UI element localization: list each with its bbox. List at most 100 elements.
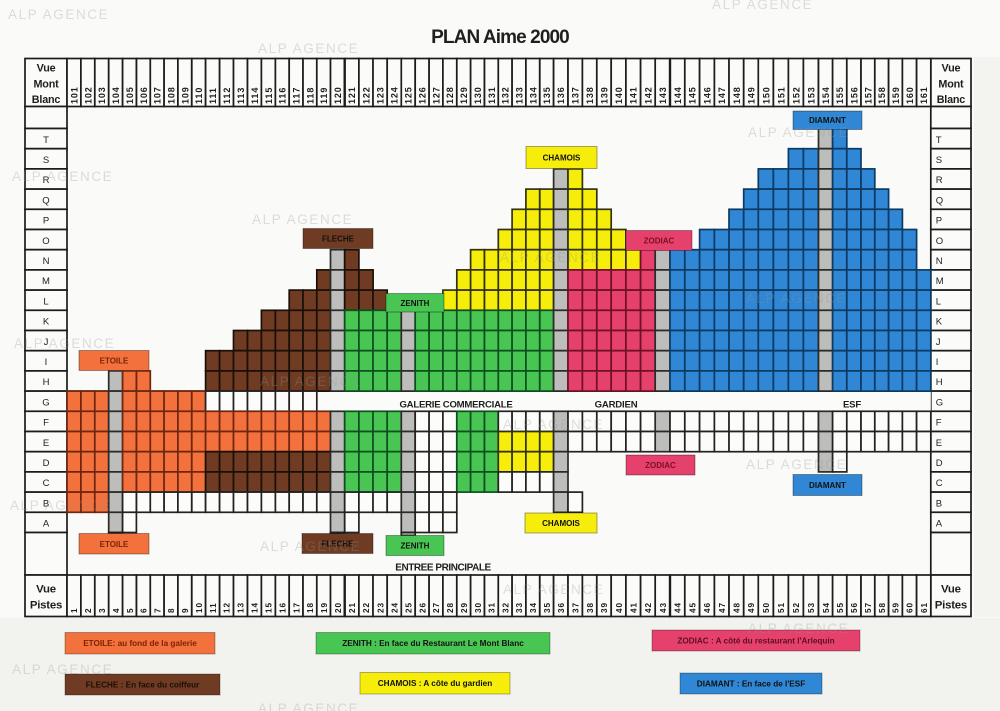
svg-text:114: 114 — [250, 87, 260, 104]
svg-text:ZENITH : En face du Restaurant: ZENITH : En face du Restaurant Le Mont B… — [342, 639, 524, 648]
svg-text:Pistes: Pistes — [935, 600, 967, 612]
svg-text:145: 145 — [688, 86, 698, 104]
svg-text:Blanc: Blanc — [937, 94, 966, 106]
svg-text:ENTREE PRINCIPALE: ENTREE PRINCIPALE — [395, 563, 491, 574]
svg-text:143: 143 — [658, 86, 668, 104]
svg-text:108: 108 — [166, 86, 176, 104]
svg-text:22: 22 — [362, 602, 371, 613]
svg-text:45: 45 — [688, 602, 697, 613]
svg-text:119: 119 — [319, 87, 329, 104]
svg-text:127: 127 — [431, 86, 441, 104]
svg-text:136: 136 — [556, 86, 566, 104]
svg-text:ALP AGENCE: ALP AGENCE — [746, 457, 847, 472]
svg-text:FLECHE : En face du coiffeur: FLECHE : En face du coiffeur — [86, 680, 201, 689]
svg-text:150: 150 — [761, 86, 771, 104]
svg-text:GARDIEN: GARDIEN — [595, 400, 638, 411]
svg-text:134: 134 — [528, 86, 538, 104]
svg-text:140: 140 — [614, 86, 624, 104]
svg-text:146: 146 — [702, 86, 712, 104]
svg-text:ALP AGENCE: ALP AGENCE — [14, 336, 115, 351]
svg-text:B: B — [936, 498, 942, 509]
svg-text:151: 151 — [776, 86, 786, 104]
svg-text:149: 149 — [746, 86, 756, 104]
svg-text:9: 9 — [181, 607, 190, 613]
svg-text:FLECHE: FLECHE — [322, 540, 355, 549]
svg-text:56: 56 — [850, 602, 859, 613]
svg-text:161: 161 — [919, 86, 929, 104]
svg-text:49: 49 — [747, 602, 756, 613]
svg-text:24: 24 — [391, 602, 400, 613]
svg-text:ALP AGENCE: ALP AGENCE — [252, 212, 353, 227]
svg-text:1: 1 — [70, 607, 79, 613]
svg-text:ALP AGENCE: ALP AGENCE — [712, 0, 813, 12]
svg-text:160: 160 — [905, 86, 915, 104]
svg-text:M: M — [42, 276, 50, 287]
svg-text:T: T — [936, 135, 942, 146]
svg-text:131: 131 — [487, 86, 497, 104]
svg-text:156: 156 — [849, 86, 859, 104]
svg-text:32: 32 — [501, 602, 510, 613]
svg-text:D: D — [936, 458, 943, 469]
svg-text:L: L — [936, 296, 941, 307]
svg-text:118: 118 — [305, 87, 315, 104]
svg-text:J: J — [936, 337, 941, 348]
svg-text:S: S — [43, 155, 49, 166]
svg-text:DIAMANT: DIAMANT — [809, 116, 846, 125]
svg-text:130: 130 — [473, 86, 483, 104]
svg-text:37: 37 — [571, 602, 580, 613]
svg-text:43: 43 — [659, 602, 668, 613]
svg-text:12: 12 — [223, 602, 232, 613]
svg-text:28: 28 — [446, 602, 455, 613]
svg-text:110: 110 — [194, 87, 204, 104]
svg-text:46: 46 — [703, 602, 712, 613]
svg-text:ALP AGENCE: ALP AGENCE — [260, 374, 361, 389]
svg-text:34: 34 — [529, 602, 538, 613]
svg-text:47: 47 — [718, 602, 727, 613]
svg-text:GALERIE COMMERCIALE: GALERIE COMMERCIALE — [399, 400, 513, 411]
svg-text:D: D — [43, 458, 50, 469]
svg-text:51: 51 — [777, 602, 786, 613]
svg-text:155: 155 — [835, 86, 845, 104]
svg-text:ZENITH: ZENITH — [401, 542, 430, 551]
svg-text:39: 39 — [600, 602, 609, 613]
svg-text:R: R — [43, 175, 50, 186]
svg-text:ALP AGENCE: ALP AGENCE — [258, 701, 359, 711]
svg-text:116: 116 — [278, 87, 288, 104]
svg-text:50: 50 — [762, 602, 771, 613]
svg-text:R: R — [936, 175, 943, 186]
svg-text:18: 18 — [306, 602, 315, 613]
svg-text:138: 138 — [585, 86, 595, 104]
svg-text:33: 33 — [515, 602, 524, 613]
svg-text:G: G — [936, 397, 943, 408]
svg-text:ALP AGENCE: ALP AGENCE — [12, 169, 113, 184]
svg-text:142: 142 — [643, 86, 653, 104]
svg-text:23: 23 — [376, 602, 385, 613]
svg-text:I: I — [936, 357, 939, 368]
svg-text:3: 3 — [98, 607, 107, 613]
svg-text:35: 35 — [543, 602, 552, 613]
svg-text:P: P — [43, 216, 49, 227]
svg-text:40: 40 — [615, 602, 624, 613]
svg-text:O: O — [936, 236, 943, 247]
svg-text:101: 101 — [69, 86, 79, 104]
svg-text:L: L — [43, 296, 48, 307]
svg-text:25: 25 — [405, 602, 414, 613]
svg-text:144: 144 — [673, 86, 683, 104]
svg-text:Q: Q — [936, 195, 943, 206]
svg-text:Vue: Vue — [37, 63, 56, 75]
svg-text:109: 109 — [180, 86, 190, 104]
svg-text:PLAN Aime 2000: PLAN Aime 2000 — [431, 27, 569, 48]
svg-text:J: J — [44, 337, 49, 348]
svg-text:113: 113 — [236, 87, 246, 104]
svg-text:S: S — [936, 155, 942, 166]
svg-text:A: A — [43, 519, 50, 530]
svg-text:14: 14 — [251, 602, 260, 613]
svg-text:B: B — [43, 498, 49, 509]
svg-text:21: 21 — [348, 602, 357, 613]
svg-text:ALP AGENCE: ALP AGENCE — [503, 417, 604, 432]
svg-text:ALP AGENCE: ALP AGENCE — [503, 582, 604, 597]
svg-text:133: 133 — [514, 86, 524, 104]
svg-text:141: 141 — [629, 86, 639, 104]
svg-text:10: 10 — [195, 602, 204, 613]
svg-text:N: N — [43, 256, 50, 267]
